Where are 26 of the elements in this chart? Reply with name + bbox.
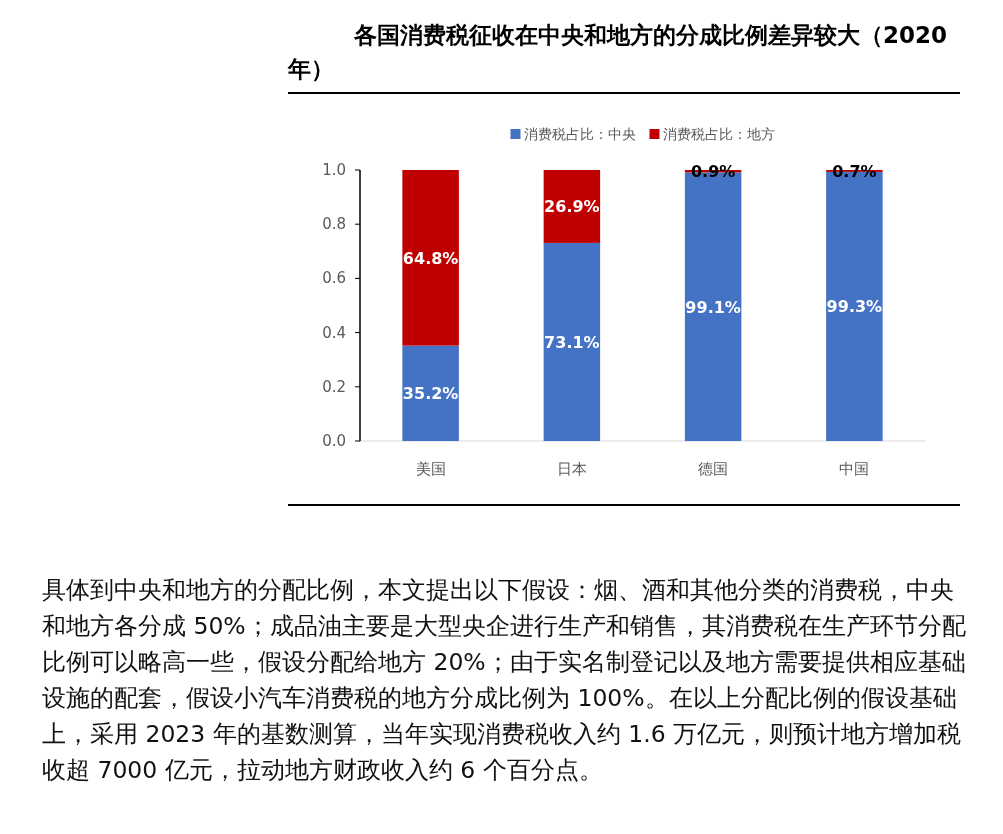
data-label: 99.3% (826, 297, 883, 317)
legend-label: 消费税占比：地方 (662, 126, 775, 142)
x-tick-label: 美国 (415, 460, 446, 478)
legend-label: 消费税占比：中央 (523, 126, 636, 142)
x-tick-label: 中国 (839, 460, 870, 478)
data-label: 73.1% (544, 332, 600, 352)
bar (402, 170, 459, 346)
bar (402, 345, 459, 441)
x-tick-label: 日本 (556, 460, 587, 478)
y-tick-label: 0.8 (322, 215, 346, 234)
y-tick-label: 0.4 (322, 323, 346, 342)
y-tick-label: 0.0 (322, 432, 346, 450)
data-label: 0.9% (690, 162, 736, 181)
bar (543, 242, 601, 441)
chart-title: 各国消费税征收在中央和地方的分成比例差异较大（2020年） (288, 18, 960, 94)
data-label: 99.1% (685, 297, 741, 317)
data-label: 0.7% (832, 162, 877, 181)
data-label: 35.2% (402, 384, 459, 404)
x-tick-label: 德国 (698, 460, 729, 478)
y-tick-label: 0.2 (322, 377, 346, 396)
y-tick-label: 1.0 (322, 161, 346, 179)
data-label: 64.8% (402, 248, 459, 268)
y-tick-label: 0.6 (322, 269, 346, 288)
text: 具体到中央和地方的分配比例，本文提出以下假设：烟、酒和其他分类的消费税，中央和地方各分成 50%；成品油主要是大型央企进行生产和销售，其消费税在生产环节分配比例可以略高一些，假设分配给地方 20%；由于实名制登记以及地方需要提供相应基础设施的配套，假设小汽车消费税的地方分成比例为 100%。在以上分配比例的假设基础上，采用 2023 年的基数测算，当年实现消费税收入约 1.6 万亿元，则预计地方增加税收超 7000 亿元，拉动地方财政收入约 6 个百分点。 (42, 575, 967, 786)
data-label: 26.9% (544, 197, 600, 217)
bar (543, 170, 601, 243)
